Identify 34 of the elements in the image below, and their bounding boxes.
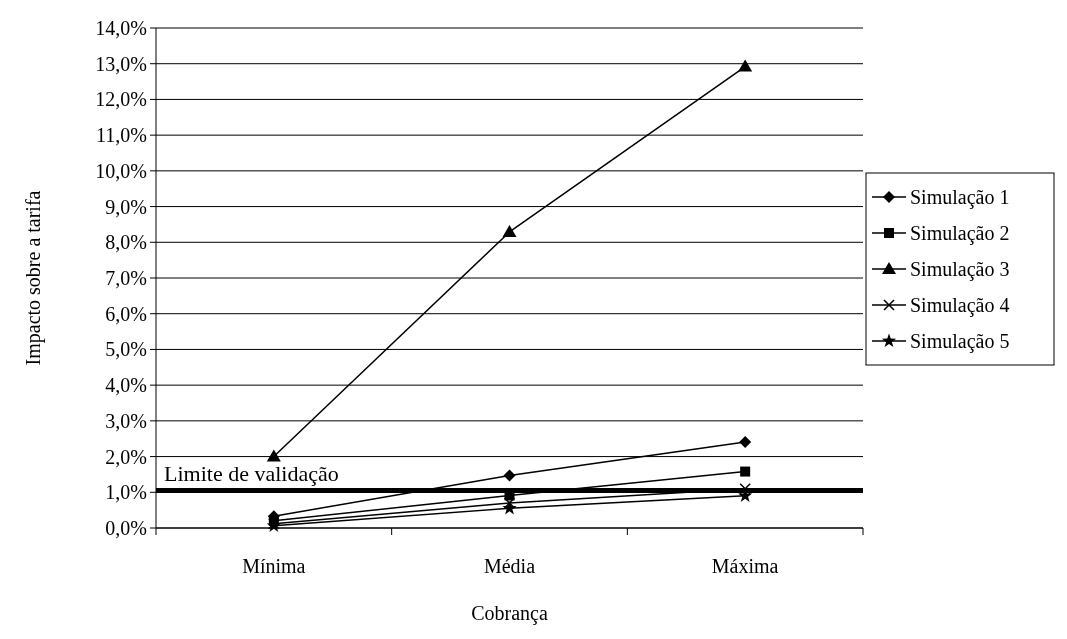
ref-line-label: Limite de validação (164, 460, 339, 486)
y-tick-label: 4,0% (105, 374, 147, 397)
point (502, 224, 517, 237)
point (266, 449, 281, 462)
x-axis-title: Cobrança (471, 602, 548, 625)
x-tick-label: Mínima (242, 555, 306, 577)
legend-label: Simulação 4 (910, 294, 1010, 317)
legend-label: Simulação 3 (910, 258, 1010, 281)
y-tick-label: 13,0% (95, 52, 147, 75)
y-tick-label: 9,0% (105, 195, 147, 218)
y-tick-label: 8,0% (105, 231, 147, 254)
point (503, 469, 516, 482)
y-tick-label: 5,0% (105, 338, 147, 361)
x-tick-label: Máxima (711, 555, 779, 577)
point (503, 497, 516, 509)
point (738, 59, 753, 72)
y-tick-label: 1,0% (105, 481, 147, 504)
point (740, 466, 751, 477)
x-tick-label: Média (483, 555, 536, 577)
y-tick-label: 10,0% (95, 159, 147, 182)
y-tick-label: 0,0% (105, 517, 147, 539)
legend-label: Simulação 5 (910, 330, 1010, 353)
y-tick-label: 6,0% (105, 302, 147, 325)
point (739, 435, 752, 448)
y-tick-label: 12,0% (95, 88, 147, 111)
y-tick-label: 3,0% (105, 409, 147, 432)
legend-label: Simulação 2 (910, 222, 1010, 245)
y-tick-label: 14,0% (95, 17, 147, 39)
y-tick-label: 2,0% (105, 445, 147, 468)
point (502, 500, 517, 515)
legend-label: Simulação 1 (910, 186, 1010, 209)
y-axis-title: Impacto sobre a tarifa (22, 190, 45, 366)
y-tick-label: 11,0% (96, 124, 147, 147)
y-tick-label: 7,0% (105, 267, 147, 289)
